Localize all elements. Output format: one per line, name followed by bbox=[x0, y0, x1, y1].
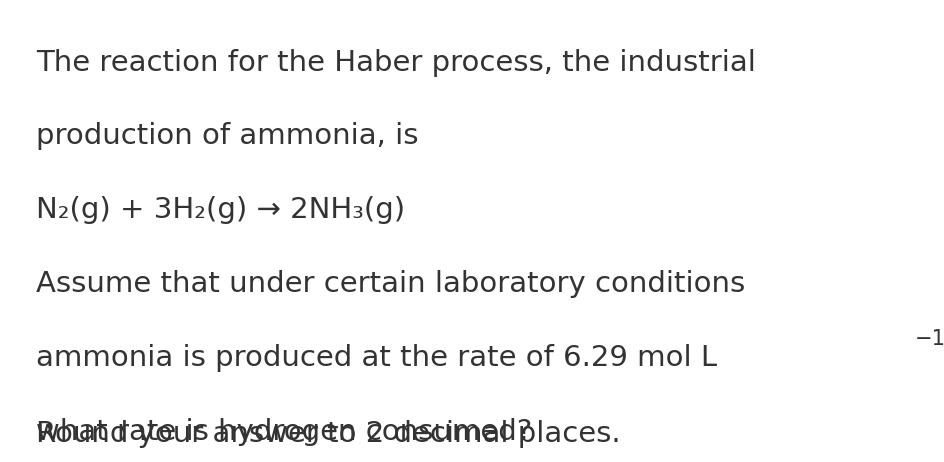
Text: N₂(g) + 3H₂(g) → 2NH₃(g): N₂(g) + 3H₂(g) → 2NH₃(g) bbox=[36, 196, 405, 225]
Text: The reaction for the Haber process, the industrial: The reaction for the Haber process, the … bbox=[36, 49, 755, 77]
Text: Assume that under certain laboratory conditions: Assume that under certain laboratory con… bbox=[36, 270, 745, 298]
Text: production of ammonia, is: production of ammonia, is bbox=[36, 122, 418, 151]
Text: what rate is hydrogen consumed?: what rate is hydrogen consumed? bbox=[36, 418, 531, 446]
Text: Round your answer to 2 decimal places.: Round your answer to 2 decimal places. bbox=[36, 420, 620, 449]
Text: −1: −1 bbox=[914, 329, 944, 349]
Text: ammonia is produced at the rate of 6.29 mol L: ammonia is produced at the rate of 6.29 … bbox=[36, 344, 716, 372]
